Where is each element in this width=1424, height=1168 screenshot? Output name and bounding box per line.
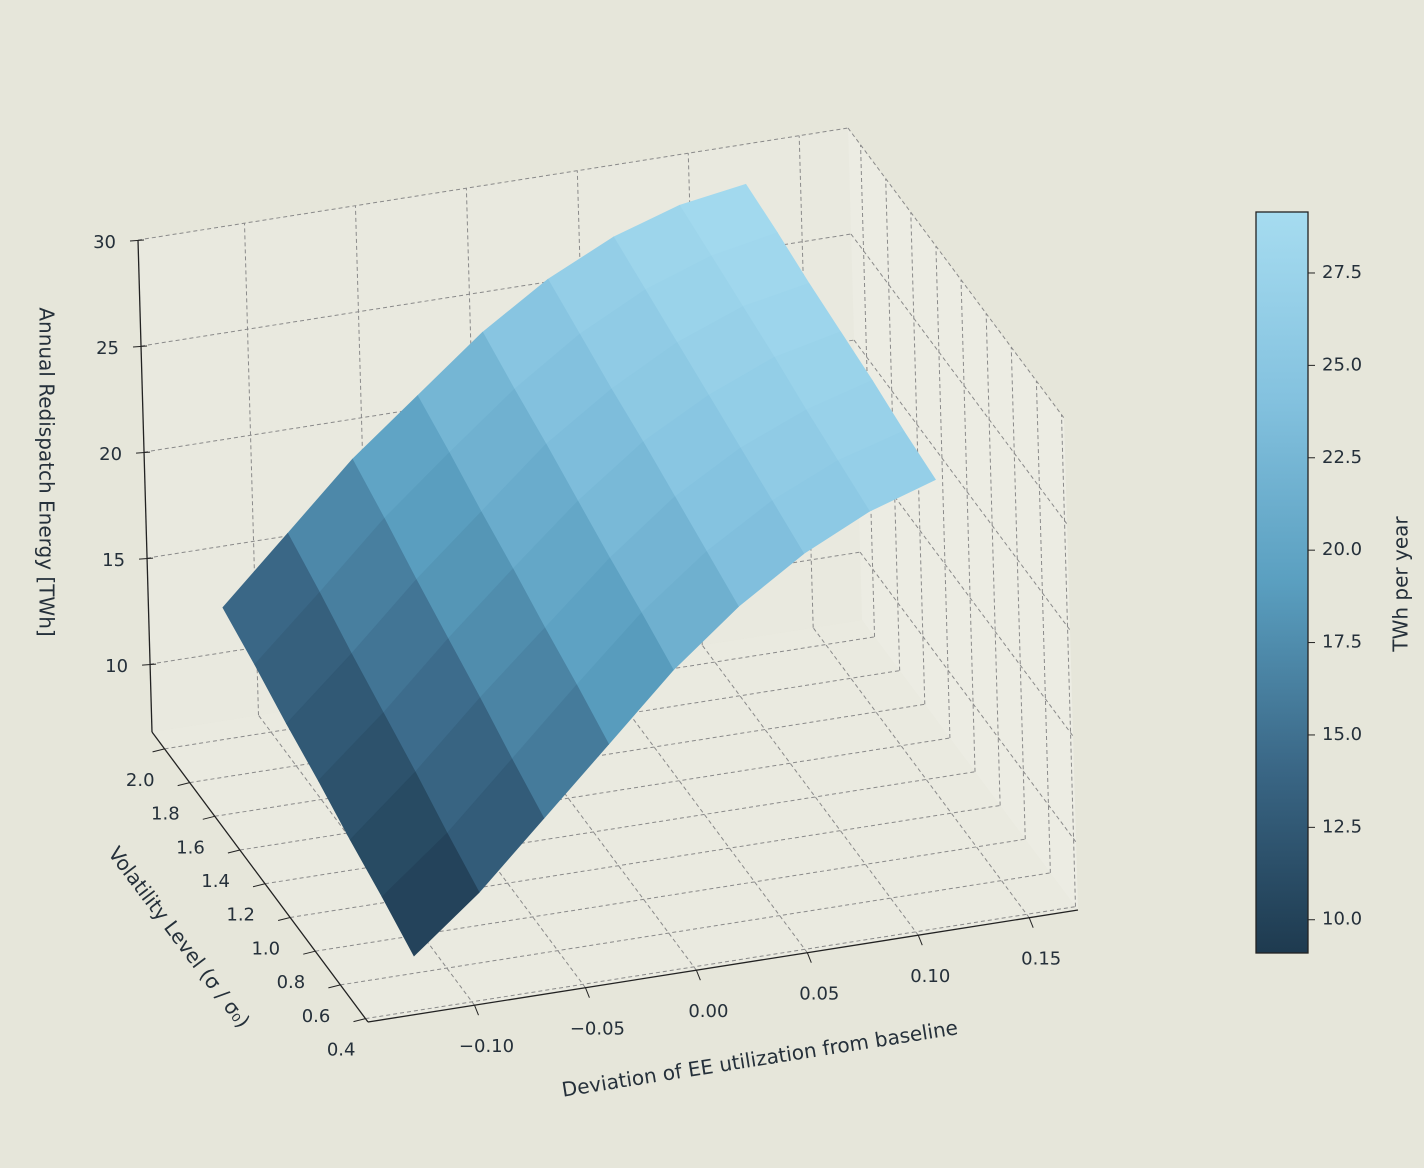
colorbar-tick-label: 20.0 [1322, 539, 1362, 560]
x-tick-label: 0.00 [688, 1001, 728, 1022]
z-tick-label: 30 [93, 232, 116, 253]
grid-line [244, 223, 259, 716]
y-tick [328, 984, 341, 989]
x-tick-label: 0.15 [1021, 949, 1061, 970]
z-tick [135, 451, 151, 454]
z-tick-label: 10 [105, 656, 128, 677]
y-tick-label: 0.6 [302, 1006, 331, 1027]
colorbar-tick-label: 27.5 [1322, 262, 1362, 283]
y-tick-label: 1.2 [226, 905, 255, 926]
y-tick-label: 0.8 [277, 972, 306, 993]
y-tick [227, 849, 241, 854]
colorbar-tick-label: 17.5 [1322, 632, 1362, 653]
colorbar-tick-label: 15.0 [1322, 724, 1362, 745]
grid-line [137, 127, 849, 241]
y-tick [252, 883, 266, 888]
x-tick-label: 0.05 [799, 984, 839, 1005]
z-axis-line [137, 239, 153, 733]
x-tick-label: −0.10 [459, 1036, 514, 1057]
z-tick-label: 25 [96, 338, 119, 359]
z-tick [129, 239, 145, 242]
y-tick [278, 916, 291, 921]
y-tick [353, 1018, 366, 1023]
colorbar-tick-label: 10.0 [1322, 909, 1362, 930]
grid-line [985, 313, 1001, 806]
grid-line [856, 445, 1074, 737]
z-tick [142, 663, 157, 666]
grid-line [960, 279, 976, 772]
colorbar-tick-label: 12.5 [1322, 816, 1362, 837]
grid-line [340, 872, 1051, 986]
colorbar-label: TWh per year [1389, 516, 1413, 653]
z-axis-label: Annual Redispatch Energy [TWh] [35, 307, 59, 636]
colorbar-tick-label: 25.0 [1322, 354, 1362, 375]
grid-line [812, 627, 1030, 918]
x-tick [695, 970, 701, 981]
x-tick [474, 1005, 479, 1016]
right-pane [848, 128, 1078, 910]
y-tick-label: 1.0 [251, 938, 280, 959]
grid-line [258, 714, 475, 1006]
grid-line [935, 246, 951, 739]
y-axis-line [151, 731, 369, 1023]
grid-line [853, 339, 1071, 631]
y-tick-label: 1.8 [151, 804, 180, 825]
z-tick [132, 345, 148, 348]
y-tick-label: 2.0 [126, 770, 155, 791]
surface-face [381, 832, 480, 957]
y-tick [152, 748, 165, 753]
grid-line [850, 233, 1068, 525]
y-tick-label: 0.4 [327, 1040, 356, 1061]
grid-line [847, 127, 1065, 419]
x-axis-line [367, 909, 1079, 1023]
grid-line [1035, 380, 1051, 873]
y-tick [177, 782, 190, 787]
x-tick [584, 987, 590, 998]
grid-line [1060, 414, 1076, 907]
grid-line [365, 906, 1076, 1020]
grid-line [1010, 347, 1026, 840]
x-tick [1028, 917, 1034, 928]
z-tick [139, 557, 154, 560]
z-tick-label: 20 [99, 444, 122, 465]
colorbar [1255, 211, 1309, 954]
grid-line [701, 644, 919, 936]
x-tick [917, 935, 923, 946]
z-tick-label: 15 [102, 550, 125, 571]
y-tick [202, 815, 215, 820]
y-tick-label: 1.4 [201, 871, 230, 892]
x-tick-label: 0.10 [910, 966, 950, 987]
x-tick-label: −0.05 [570, 1019, 625, 1040]
grid-line [859, 551, 1077, 843]
y-tick [303, 950, 316, 955]
x-tick [806, 952, 812, 963]
colorbar-tick-label: 22.5 [1322, 447, 1362, 468]
y-tick-label: 1.6 [176, 837, 205, 858]
